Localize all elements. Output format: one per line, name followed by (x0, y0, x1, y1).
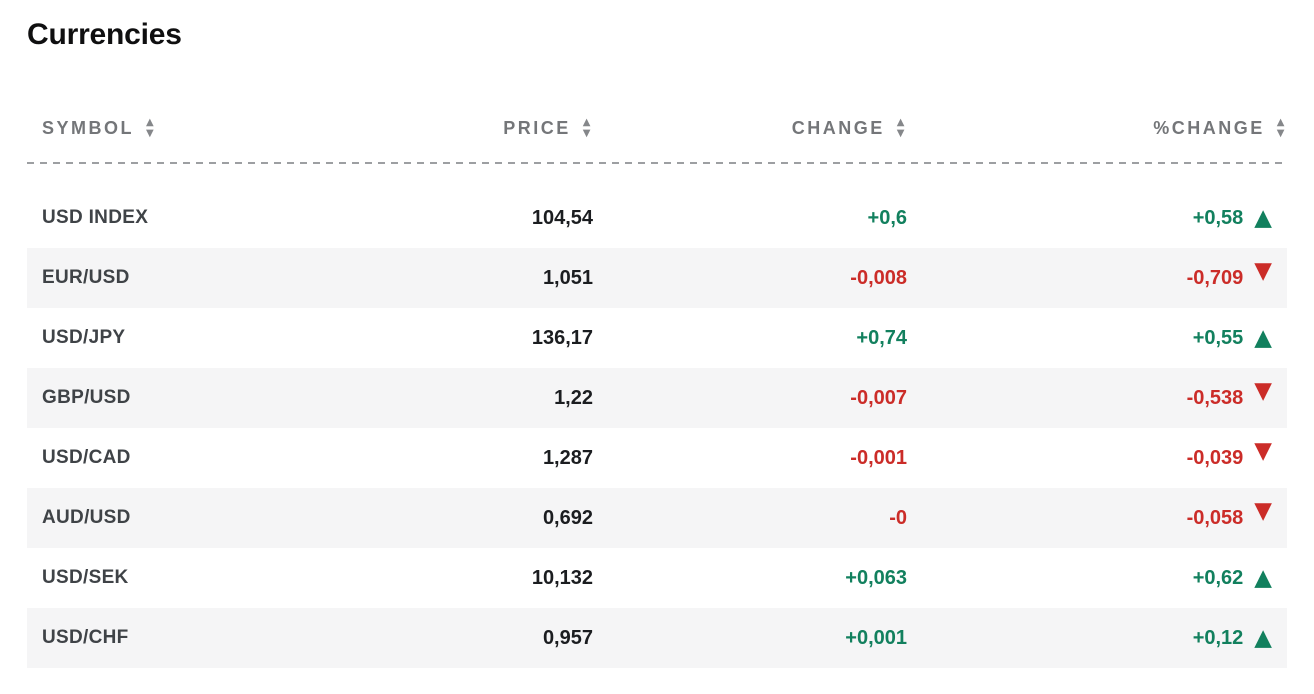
sort-up-triangle-icon: ▲ (146, 116, 157, 128)
change-cell: +0,74 (856, 326, 907, 349)
pct-change-cell: -0,709 ▼ (1186, 257, 1272, 289)
table-row[interactable]: EUR/USD 1,051 -0,008 -0,709 ▼ (27, 248, 1287, 308)
price-cell: 10,132 (531, 566, 593, 589)
change-cell: -0,008 (850, 266, 907, 289)
up-triangle-icon: ▲ (1254, 564, 1272, 591)
pct-change-cell: -0,058 ▼ (1186, 497, 1272, 529)
sort-down-triangle-icon: ▼ (1276, 127, 1287, 139)
column-header-symbol[interactable]: SYMBOL ▲ ▼ (27, 116, 347, 139)
change-cell: +0,6 (867, 206, 907, 229)
change-cell: -0 (889, 506, 907, 529)
change-cell: -0,001 (850, 446, 907, 469)
column-header-symbol-label: SYMBOL (42, 117, 135, 138)
symbol-cell[interactable]: USD/CAD (42, 447, 131, 468)
pct-change-cell: +0,58 ▲ (1192, 204, 1272, 231)
symbol-cell[interactable]: GBP/USD (42, 387, 131, 408)
column-header-price-label: PRICE (503, 117, 571, 138)
column-header-pct-change[interactable]: %CHANGE ▲ ▼ (907, 116, 1287, 139)
sort-up-triangle-icon: ▲ (582, 116, 593, 128)
table-row[interactable]: USD/JPY 136,17 +0,74 +0,55 ▲ (27, 308, 1287, 368)
sort-arrows-icon: ▲ ▼ (896, 116, 907, 139)
sort-up-triangle-icon: ▲ (1276, 116, 1287, 128)
table-row[interactable]: GBP/USD 1,22 -0,007 -0,538 ▼ (27, 368, 1287, 428)
sort-arrows-icon: ▲ ▼ (1276, 116, 1287, 139)
up-triangle-icon: ▲ (1254, 324, 1272, 351)
pct-change-cell: +0,62 ▲ (1192, 564, 1272, 591)
sort-down-triangle-icon: ▼ (896, 127, 907, 139)
pct-change-cell: +0,12 ▲ (1192, 624, 1272, 651)
table-row[interactable]: USD/CHF 0,957 +0,001 +0,12 ▲ (27, 608, 1287, 668)
price-cell: 1,051 (542, 266, 593, 289)
sort-arrows-icon: ▲ ▼ (146, 116, 157, 139)
up-triangle-icon: ▲ (1254, 624, 1272, 651)
pct-change-cell: -0,039 ▼ (1186, 437, 1272, 469)
symbol-cell[interactable]: USD/CHF (42, 627, 129, 648)
column-header-price[interactable]: PRICE ▲ ▼ (347, 116, 593, 139)
down-triangle-icon: ▼ (1254, 257, 1272, 284)
header-divider (27, 162, 1287, 164)
symbol-cell[interactable]: EUR/USD (42, 267, 130, 288)
currencies-module: Currencies SYMBOL ▲ ▼ PRICE ▲ ▼ CHANGE (27, 0, 1287, 668)
sort-down-triangle-icon: ▼ (146, 127, 157, 139)
price-cell: 0,957 (542, 626, 593, 649)
sort-arrows-icon: ▲ ▼ (582, 116, 593, 139)
symbol-cell[interactable]: AUD/USD (42, 507, 131, 528)
currencies-table: SYMBOL ▲ ▼ PRICE ▲ ▼ CHANGE ▲ ▼ (27, 102, 1287, 668)
change-cell: +0,063 (845, 566, 907, 589)
price-cell: 1,287 (542, 446, 593, 469)
price-cell: 1,22 (554, 386, 593, 409)
down-triangle-icon: ▼ (1254, 437, 1272, 464)
table-row[interactable]: USD/SEK 10,132 +0,063 +0,62 ▲ (27, 548, 1287, 608)
change-cell: -0,007 (850, 386, 907, 409)
column-header-pct-change-label: %CHANGE (1153, 117, 1265, 138)
sort-down-triangle-icon: ▼ (582, 127, 593, 139)
price-cell: 136,17 (531, 326, 593, 349)
table-row[interactable]: USD/CAD 1,287 -0,001 -0,039 ▼ (27, 428, 1287, 488)
page-title: Currencies (27, 18, 182, 51)
table-header-row: SYMBOL ▲ ▼ PRICE ▲ ▼ CHANGE ▲ ▼ (27, 102, 1287, 154)
sort-up-triangle-icon: ▲ (896, 116, 907, 128)
symbol-cell[interactable]: USD/JPY (42, 327, 126, 348)
pct-change-cell: -0,538 ▼ (1186, 377, 1272, 409)
symbol-cell[interactable]: USD/SEK (42, 567, 129, 588)
column-header-change-label: CHANGE (791, 117, 885, 138)
table-body: USD INDEX 104,54 +0,6 +0,58 ▲ EUR/USD 1,… (27, 188, 1287, 668)
table-row[interactable]: USD INDEX 104,54 +0,6 +0,58 ▲ (27, 188, 1287, 248)
price-cell: 104,54 (531, 206, 593, 229)
up-triangle-icon: ▲ (1254, 204, 1272, 231)
down-triangle-icon: ▼ (1254, 497, 1272, 524)
change-cell: +0,001 (845, 626, 907, 649)
symbol-cell[interactable]: USD INDEX (42, 207, 149, 228)
column-header-change[interactable]: CHANGE ▲ ▼ (593, 116, 907, 139)
pct-change-cell: +0,55 ▲ (1192, 324, 1272, 351)
price-cell: 0,692 (542, 506, 593, 529)
table-row[interactable]: AUD/USD 0,692 -0 -0,058 ▼ (27, 488, 1287, 548)
down-triangle-icon: ▼ (1254, 377, 1272, 404)
